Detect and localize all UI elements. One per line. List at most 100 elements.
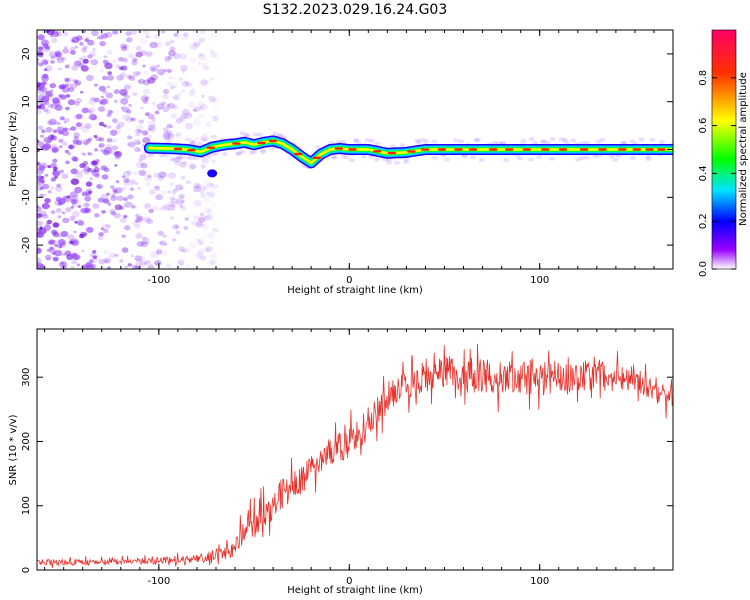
- noise-blob: [126, 74, 133, 80]
- noise-blob: [92, 255, 97, 259]
- noise-blob: [134, 212, 142, 219]
- noise-blob: [73, 60, 82, 67]
- noise-blob: [111, 30, 118, 35]
- noise-blob: [203, 58, 208, 62]
- noise-blob: [206, 113, 213, 119]
- noise-blob: [113, 89, 120, 95]
- noise-blob: [203, 180, 210, 185]
- noise-blob: [116, 74, 124, 81]
- noise-blob: [190, 65, 199, 72]
- noise-blob: [150, 74, 159, 81]
- noise-blob: [37, 105, 42, 109]
- noise-blob: [210, 240, 214, 244]
- noise-blob: [43, 194, 47, 197]
- noise-blob: [74, 186, 83, 194]
- noise-blob: [167, 55, 173, 60]
- noise-blob: [120, 72, 127, 78]
- noise-blob: [131, 60, 138, 66]
- noise-blob: [106, 192, 110, 196]
- noise-blob: [147, 113, 155, 120]
- noise-blob: [37, 87, 46, 95]
- noise-blob: [156, 64, 160, 68]
- ridge-halo: [211, 152, 218, 157]
- noise-blob: [165, 136, 171, 141]
- noise-blob: [91, 159, 99, 166]
- ridge-halo: [649, 137, 656, 142]
- noise-blob: [184, 123, 193, 130]
- figure-title: S132.2023.029.16.24.G03: [263, 2, 448, 18]
- noise-blob: [48, 51, 57, 58]
- noise-blob: [45, 90, 55, 98]
- ridge-halo: [620, 140, 627, 145]
- noise-blob: [49, 186, 55, 190]
- noise-blob: [112, 145, 118, 151]
- noise-blob: [199, 106, 204, 110]
- noise-blob: [174, 224, 180, 229]
- noise-blob: [75, 35, 84, 42]
- noise-blob: [85, 262, 92, 268]
- noise-blob: [162, 68, 168, 73]
- noise-blob: [132, 91, 138, 97]
- noise-blob: [44, 45, 51, 50]
- noise-blob: [103, 167, 110, 173]
- noise-blob: [72, 156, 79, 162]
- noise-blob: [70, 206, 74, 209]
- noise-blob: [195, 252, 203, 259]
- noise-blob: [97, 106, 106, 112]
- noise-blob: [103, 250, 109, 255]
- ridge-halo: [561, 137, 568, 142]
- ridge-halo: [558, 137, 565, 142]
- noise-blob: [42, 183, 50, 190]
- ridge-halo: [221, 151, 228, 156]
- ridge-halo: [403, 160, 409, 164]
- noise-blob: [50, 135, 57, 141]
- noise-blob: [181, 34, 189, 41]
- noise-blob: [69, 191, 78, 198]
- noise-blob: [124, 178, 130, 184]
- noise-blob: [91, 30, 99, 37]
- ridge-halo: [235, 151, 242, 156]
- ridge-halo: [251, 149, 258, 154]
- noise-blob: [198, 241, 204, 246]
- noise-blob: [95, 136, 101, 142]
- noise-blob: [82, 152, 87, 156]
- noise-blob: [120, 43, 128, 49]
- noise-blob: [37, 231, 44, 238]
- noise-blob: [211, 188, 215, 192]
- noise-blob: [145, 51, 153, 57]
- spectrogram-ytick-label: 0: [21, 146, 32, 152]
- noise-blob: [167, 204, 176, 211]
- snr-panel: -100 0 100 0 100 200 300 Height of straight li…: [8, 328, 674, 596]
- noise-blob: [137, 148, 142, 152]
- noise-blob: [173, 32, 178, 37]
- noise-blob: [79, 41, 84, 46]
- noise-blob: [130, 254, 134, 258]
- noise-blob: [197, 42, 201, 45]
- noise-blob: [203, 214, 211, 221]
- noise-blob: [52, 222, 60, 228]
- noise-blob: [130, 117, 134, 121]
- noise-blob: [201, 186, 208, 192]
- noise-blob: [37, 34, 45, 41]
- noise-blob: [199, 208, 204, 212]
- noise-blob: [69, 240, 74, 244]
- ridge-halo: [503, 158, 510, 163]
- noise-blob: [162, 106, 170, 113]
- noise-blob: [197, 53, 206, 61]
- noise-blob: [82, 167, 91, 174]
- noise-blob: [37, 86, 42, 91]
- ridge-halo: [210, 134, 217, 139]
- noise-blob: [87, 152, 92, 156]
- noise-blob: [46, 30, 55, 36]
- noise-blob: [101, 223, 107, 228]
- ridge-halo: [348, 158, 355, 163]
- noise-blob: [135, 51, 143, 58]
- noise-blob: [147, 77, 156, 84]
- noise-blob: [115, 64, 121, 69]
- noise-blob: [99, 148, 104, 152]
- noise-blob: [44, 173, 49, 177]
- noise-blob: [92, 250, 97, 254]
- noise-blob: [123, 180, 130, 186]
